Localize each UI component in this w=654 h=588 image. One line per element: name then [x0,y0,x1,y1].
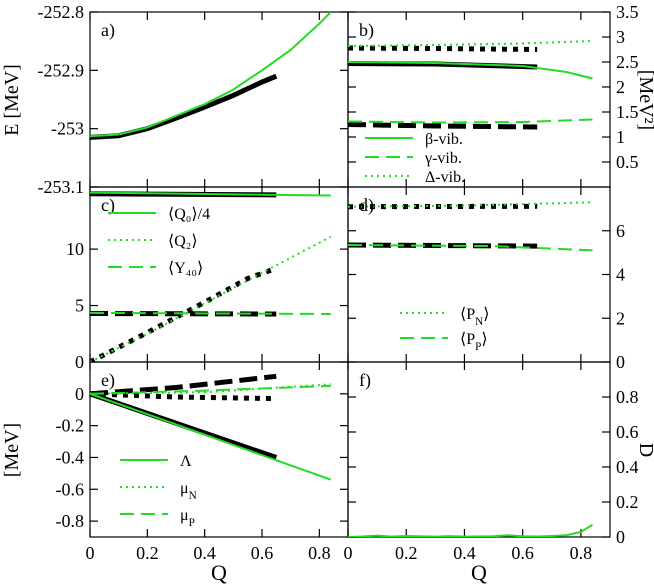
panel-e: -0.8 -0.6 -0.4 -0.2 0 0 0.2 0.4 0.6 0.8 Q [MeV] e) Λμ… [1,361,349,585]
y-tick-label: 3 [616,27,625,47]
series-line-e-1 [90,373,277,397]
legend-label: ⟨Q₂⟩ [168,233,198,250]
legend-label: Λ [180,453,192,470]
panel-a: -253.1 -253 -252.9 -252.8 E [MeV] a) [1,2,349,197]
panel-frame [89,361,349,538]
panel-label: f) [359,370,371,391]
panel-frame [347,361,611,538]
y-tick-label: -0.6 [56,479,85,499]
y-tick-label: 3.5 [616,2,639,22]
y-tick-label: -252.9 [38,60,85,80]
panel-d: 0 2 4 6 d) ⟨PN⟩ ⟨PP⟩ [347,186,625,372]
x-tick-label: 0.2 [395,543,418,563]
y-tick-label: -0.4 [56,447,85,467]
x-tick-label: 0.6 [511,543,534,563]
series-line-c-3 [90,191,331,197]
y-tick-label: 5 [75,296,84,316]
x-axis-label: Q [211,560,227,585]
legend-label: ⟨Q₀⟩/4 [168,206,210,223]
y-tick-label: 2 [616,308,625,328]
series-line-e-3 [90,392,332,481]
series-group [348,201,593,252]
x-tick-label: 0 [344,543,353,563]
y-tick-label: 0.8 [616,387,639,407]
x-tick-label: 0.8 [570,543,593,563]
y-axis-label: [MeV²] [635,70,654,130]
panel-f: 0 0.2 0.4 0.6 0.8 0 0.2 0.4 0.6 0.8 Q Df) [344,361,654,585]
series-line-c-4 [90,235,332,362]
series-group [90,373,332,481]
series-line-b-1 [348,122,538,130]
legend-label: μN [180,480,197,502]
y-tick-label: -253.1 [38,177,85,197]
series-group [90,12,332,140]
y-tick-label: 0 [75,352,84,372]
series-line-b-4 [348,118,593,124]
y-tick-label: 0.5 [616,152,639,172]
panel-b: 0.5 1 1.5 2 2.5 3 3.5 [MeV²] b) β-vib. γ-vib. Δ-vib… [347,2,654,188]
y-tick-label: 0 [616,352,625,372]
series-line-b-2 [348,45,538,52]
legend-label: ⟨Y₄₀⟩ [168,260,203,277]
legend-label: ⟨PP⟩ [460,331,488,353]
panel-label: b) [359,20,374,41]
series-line-a-1 [90,12,332,138]
panel-frame [347,11,611,188]
panel-c: 0 5 10 c) ⟨Q₀⟩/4 ⟨Q₂⟩ ⟨Y₄₀⟩ [66,186,349,372]
y-tick-label: 0 [616,527,625,547]
y-tick-label: -0.8 [56,511,85,531]
series-line-e-5 [90,384,331,395]
y-tick-label: 1 [616,127,625,147]
panel-label: a) [101,20,115,41]
series-line-b-3 [348,61,593,80]
y-axis-label: E [MeV] [1,64,23,136]
y-axis-label: [MeV] [1,423,23,477]
x-tick-label: 0.6 [251,543,274,563]
y-tick-label: -252.8 [38,2,85,22]
y-axis-label: D [635,443,654,457]
x-tick-label: 0.4 [193,543,216,563]
y-tick-label: 10 [66,239,84,259]
panel-frame [347,186,611,363]
series-line-a-0 [90,73,278,140]
series-line-d-3 [348,244,593,252]
series-line-e-2 [90,391,277,402]
x-tick-label: 0.4 [453,543,476,563]
x-tick-label: 0.2 [136,543,159,563]
series-line-b-5 [348,40,593,47]
series-group [348,523,594,537]
y-tick-label: 2 [616,77,625,97]
y-tick-label: 0 [75,384,84,404]
y-tick-label: 0.4 [616,457,639,477]
y-tick-label: -0.2 [56,416,85,436]
legend-label: Δ-vib. [425,169,465,186]
series-group [348,40,593,130]
x-axis-label: Q [471,560,487,585]
series-line-c-5 [90,311,331,315]
series-line-c-1 [90,265,278,362]
x-tick-label: 0 [86,543,95,563]
legend-label: γ-vib. [424,150,462,167]
legend-label: μP [180,507,195,529]
series-group [90,191,332,362]
panel-label: e) [101,370,115,391]
x-tick-label: 0.8 [308,543,331,563]
y-tick-label: 0.2 [616,492,639,512]
y-tick-label: 4 [616,265,625,285]
y-tick-label: 2.5 [616,52,639,72]
y-tick-label: 0.6 [616,422,639,442]
panel-label: d) [359,195,374,216]
legend-label: ⟨PN⟩ [460,306,489,328]
y-tick-label: 6 [616,221,625,241]
y-tick-label: -253 [51,119,84,139]
y-tick-label: 1.5 [616,102,639,122]
panel-label: c) [101,195,115,216]
legend-label: β-vib. [425,131,463,148]
series-line-f-0 [348,523,594,537]
